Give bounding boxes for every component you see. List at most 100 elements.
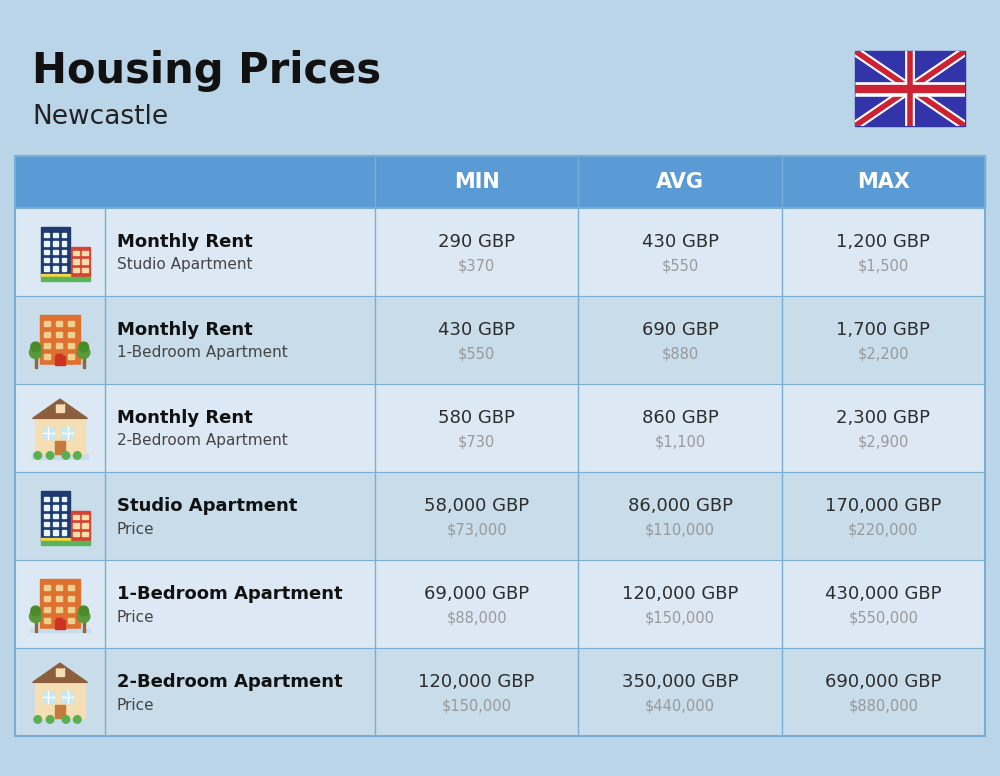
Text: 58,000 GBP: 58,000 GBP	[424, 497, 529, 515]
Text: $2,900: $2,900	[858, 435, 909, 449]
Bar	[62, 427, 73, 439]
Circle shape	[74, 452, 81, 459]
Text: Price: Price	[117, 521, 155, 536]
Bar	[56, 343, 62, 348]
Text: 430 GBP: 430 GBP	[438, 321, 515, 339]
Circle shape	[29, 610, 42, 622]
Circle shape	[31, 606, 40, 615]
Bar	[43, 427, 54, 439]
Bar	[53, 250, 58, 254]
Bar	[73, 514, 79, 519]
Bar	[44, 522, 49, 526]
Polygon shape	[56, 663, 64, 667]
Bar	[44, 354, 50, 359]
Text: $730: $730	[458, 435, 495, 449]
Bar	[41, 227, 70, 277]
Bar	[53, 266, 58, 271]
Text: $150,000: $150,000	[645, 611, 715, 625]
Bar	[62, 258, 66, 262]
Bar	[62, 241, 66, 245]
Bar	[68, 354, 74, 359]
Bar	[40, 580, 80, 629]
Bar	[44, 497, 49, 501]
Bar	[53, 497, 58, 501]
Text: $550: $550	[661, 258, 699, 273]
Bar	[55, 356, 65, 365]
Bar	[82, 532, 88, 536]
Bar	[68, 321, 74, 326]
Text: AVG: AVG	[656, 172, 704, 192]
Text: Studio Apartment: Studio Apartment	[117, 258, 252, 272]
Bar	[44, 233, 49, 237]
Bar	[32, 718, 88, 723]
Bar	[68, 332, 74, 337]
Text: 1-Bedroom Apartment: 1-Bedroom Apartment	[117, 585, 343, 603]
Text: 1,700 GBP: 1,700 GBP	[836, 321, 930, 339]
Bar	[73, 259, 79, 264]
Bar	[44, 607, 50, 612]
Bar	[15, 384, 985, 472]
Polygon shape	[33, 663, 87, 682]
Bar	[73, 251, 79, 255]
Bar	[73, 523, 79, 528]
Circle shape	[31, 342, 40, 352]
Bar	[82, 259, 88, 264]
Text: Monthly Rent: Monthly Rent	[117, 409, 253, 427]
Circle shape	[79, 342, 88, 352]
Text: Monthly Rent: Monthly Rent	[117, 233, 253, 251]
Bar	[82, 514, 88, 519]
Text: 430,000 GBP: 430,000 GBP	[825, 585, 942, 603]
Bar	[30, 629, 90, 632]
Bar	[62, 233, 66, 237]
Text: $550: $550	[458, 347, 495, 362]
Bar	[15, 156, 985, 736]
Text: 860 GBP: 860 GBP	[642, 409, 718, 427]
Bar	[41, 491, 70, 541]
Circle shape	[46, 452, 54, 459]
Bar	[62, 497, 66, 501]
Text: 2-Bedroom Apartment: 2-Bedroom Apartment	[117, 434, 288, 449]
Bar	[71, 247, 90, 277]
Text: $1,100: $1,100	[654, 435, 706, 449]
Bar	[73, 532, 79, 536]
Circle shape	[62, 715, 70, 723]
Bar	[62, 514, 66, 518]
Text: $73,000: $73,000	[446, 522, 507, 538]
Circle shape	[78, 346, 90, 359]
Bar	[73, 268, 79, 272]
Circle shape	[78, 610, 90, 622]
Bar	[53, 258, 58, 262]
Bar	[44, 343, 50, 348]
Bar	[35, 418, 85, 454]
Text: MIN: MIN	[454, 172, 500, 192]
Bar	[15, 156, 985, 208]
Bar	[56, 607, 62, 612]
Bar	[56, 618, 62, 623]
Bar	[71, 511, 90, 541]
Bar	[44, 505, 49, 510]
Bar	[53, 514, 58, 518]
Bar	[44, 530, 49, 535]
Bar	[44, 585, 50, 591]
Text: 290 GBP: 290 GBP	[438, 233, 515, 251]
Bar	[62, 266, 66, 271]
Bar	[44, 321, 50, 326]
Text: 120,000 GBP: 120,000 GBP	[418, 673, 535, 691]
Text: 350,000 GBP: 350,000 GBP	[622, 673, 738, 691]
Bar	[41, 538, 70, 541]
Bar	[56, 667, 64, 676]
Bar	[56, 596, 62, 601]
Bar	[15, 208, 985, 296]
Bar	[68, 343, 74, 348]
Text: 120,000 GBP: 120,000 GBP	[622, 585, 738, 603]
Bar	[41, 277, 90, 281]
Bar	[53, 522, 58, 526]
Bar	[53, 505, 58, 510]
Bar	[44, 514, 49, 518]
Text: 690,000 GBP: 690,000 GBP	[825, 673, 942, 691]
Bar	[62, 505, 66, 510]
Bar	[15, 648, 985, 736]
Polygon shape	[33, 399, 87, 418]
Bar	[44, 618, 50, 623]
Text: 170,000 GBP: 170,000 GBP	[825, 497, 942, 515]
